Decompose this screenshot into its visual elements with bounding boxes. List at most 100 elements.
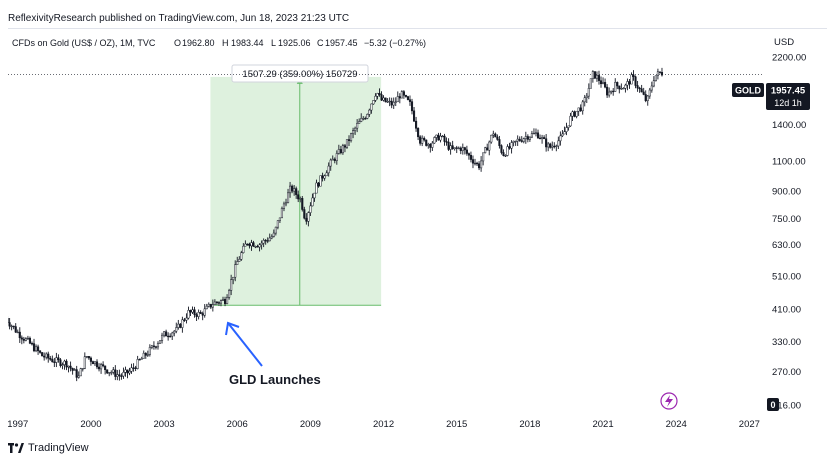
ohlc-bar xyxy=(187,306,190,320)
ohlc-bar xyxy=(634,75,637,89)
ohlc-bar xyxy=(461,143,464,155)
ohlc-bar xyxy=(43,352,46,361)
x-tick-label: 2021 xyxy=(592,419,613,430)
ohlc-bar xyxy=(410,98,414,115)
ohlc-bar xyxy=(146,350,149,357)
ohlc-bar xyxy=(175,322,178,334)
ohlc-bar xyxy=(256,244,259,248)
ohlc-bar xyxy=(185,313,188,324)
ohlc-bar xyxy=(593,71,596,80)
footer-brand: TradingView xyxy=(28,442,89,454)
ohlc-bar xyxy=(53,357,56,368)
ohlc-bar xyxy=(597,70,601,85)
ohlc-bar xyxy=(565,122,568,136)
ohlc-bar xyxy=(571,110,574,121)
ohlc-bar xyxy=(173,329,176,337)
ohlc-bar xyxy=(429,143,432,153)
ohlc-bar xyxy=(638,86,641,93)
ohlc-bar xyxy=(260,240,263,250)
ohlc-bar xyxy=(384,97,387,103)
ohlc-bar xyxy=(116,369,119,381)
ohlc-bar xyxy=(317,182,320,188)
ohlc-bar xyxy=(215,301,218,306)
ohlc-bar xyxy=(291,184,294,194)
ohlc-bar xyxy=(246,243,249,246)
y-tick-label: 1400.00 xyxy=(772,120,806,131)
ohlc-bar xyxy=(32,338,36,353)
ohlc-bar xyxy=(67,365,70,373)
ohlc-bar xyxy=(642,87,645,96)
y-tick-label: 510.00 xyxy=(772,272,801,283)
ohlc-bar xyxy=(77,371,80,379)
ohlc-bar xyxy=(57,354,60,363)
ohlc-bar xyxy=(595,71,598,82)
ohlc-bar xyxy=(536,129,540,139)
ohlc-bar xyxy=(469,151,472,163)
y-tick-label: 2200.00 xyxy=(772,52,806,63)
ohlc-bar xyxy=(543,135,546,140)
ohlc-bar xyxy=(396,91,399,103)
ohlc-bar xyxy=(203,304,206,318)
ohlc-bar xyxy=(104,365,107,375)
ohlc-bar xyxy=(337,144,340,155)
ohlc-bar xyxy=(490,134,493,144)
ohlc-bar xyxy=(110,370,113,376)
ohlc-bar xyxy=(278,217,281,224)
ohlc-bar xyxy=(459,146,462,155)
ohlc-bar xyxy=(343,144,346,153)
ohlc-bar xyxy=(386,98,389,103)
ohlc-bar xyxy=(378,88,381,97)
ohlc-bar xyxy=(232,276,235,285)
ohlc-bar xyxy=(480,156,483,172)
ohlc-bar xyxy=(258,243,261,252)
ohlc-bar xyxy=(541,134,544,144)
lightning-icon[interactable] xyxy=(660,392,678,410)
ohlc-bar xyxy=(577,107,580,116)
ohlc-bar xyxy=(372,100,375,105)
ohlc-bar xyxy=(628,78,631,89)
ohlc-bar xyxy=(205,303,208,310)
ohlc-bar xyxy=(360,113,363,123)
ohlc-bar xyxy=(636,80,639,92)
ohlc-bar xyxy=(81,368,84,372)
ohlc-bar xyxy=(268,233,271,242)
legend-high-label: H xyxy=(222,38,229,48)
ohlc-bar xyxy=(388,97,391,107)
ohlc-bar xyxy=(240,250,243,261)
ohlc-bar xyxy=(315,179,318,194)
x-axis[interactable]: 1997 2000 2003 2006 2009 2012 2015 2018 2021 2024… xyxy=(8,419,760,430)
ohlc-bar xyxy=(534,128,538,137)
ohlc-bar xyxy=(437,132,440,141)
ohlc-bar xyxy=(169,333,172,338)
ohlc-bar xyxy=(39,350,42,354)
y-axis[interactable]: 2200.00 1400.00 1100.00 900.00 750.00 630.00 5… xyxy=(772,52,806,411)
price-chart[interactable]: CFDs on Gold (US$ / OZ), 1M, TVC O 1962.… xyxy=(8,29,827,438)
ohlc-bar xyxy=(41,352,44,357)
ohlc-bar xyxy=(144,352,147,359)
ohlc-bar xyxy=(244,240,247,247)
ohlc-bar xyxy=(618,85,621,94)
ohlc-bar xyxy=(455,145,458,154)
ohlc-bar xyxy=(650,81,653,93)
ohlc-bar xyxy=(140,356,143,360)
ohlc-bar xyxy=(102,361,105,368)
ohlc-bar xyxy=(163,331,166,338)
ohlc-bar xyxy=(441,135,444,138)
ohlc-bar xyxy=(136,355,139,370)
chart-frame[interactable]: CFDs on Gold (US$ / OZ), 1M, TVC O 1962.… xyxy=(8,28,827,438)
ohlc-bar xyxy=(199,310,202,315)
ohlc-bar xyxy=(87,355,90,360)
ohlc-bar xyxy=(124,366,127,377)
ohlc-bar xyxy=(370,103,373,114)
ohlc-bar xyxy=(122,367,125,379)
y-tick-label: 216.00 xyxy=(772,400,801,411)
ohlc-bar xyxy=(132,363,135,372)
ohlc-bar xyxy=(325,170,328,177)
ohlc-bar xyxy=(26,335,29,340)
ohlc-bar xyxy=(561,130,564,138)
ohlc-bar xyxy=(297,190,300,203)
ohlc-bar xyxy=(12,325,15,330)
x-tick-label: 2003 xyxy=(154,419,175,430)
ohlc-bar xyxy=(626,78,629,91)
ohlc-bar xyxy=(608,87,611,98)
